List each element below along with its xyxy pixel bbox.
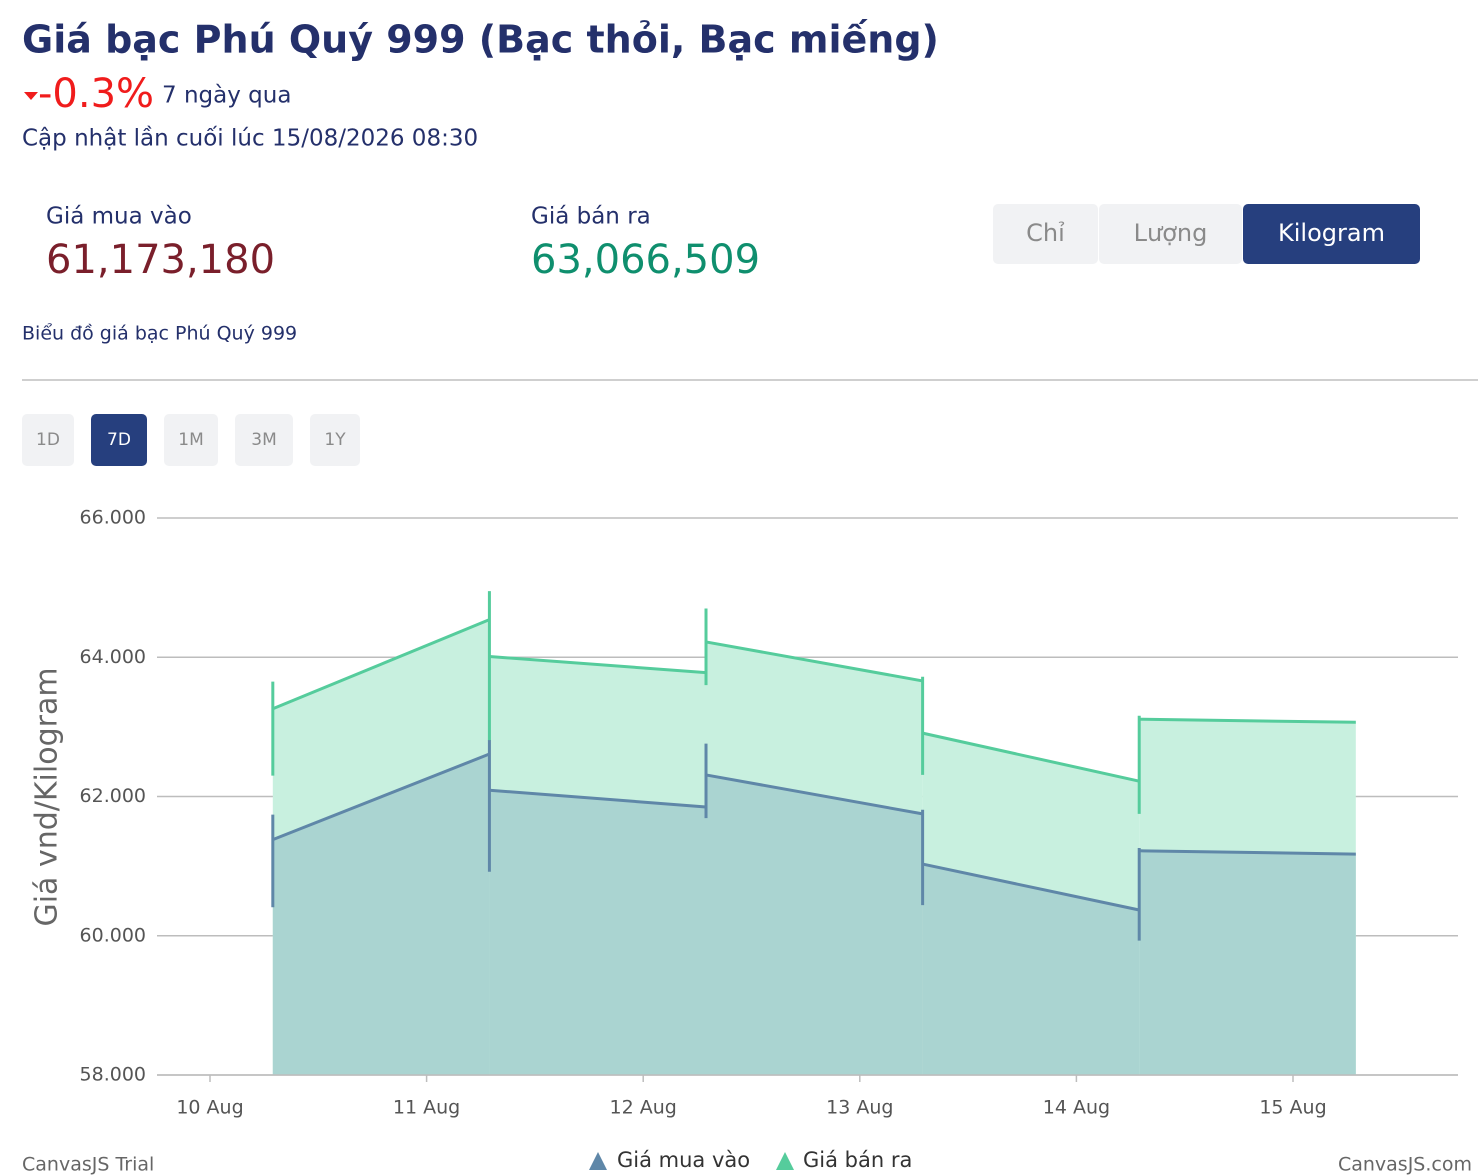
line-segment bbox=[272, 618, 490, 711]
unit-button[interactable] bbox=[1099, 204, 1242, 264]
period: 7 ngày qua bbox=[162, 83, 291, 109]
area-segment bbox=[1139, 850, 1356, 1075]
sell-value: 63,066,509 bbox=[531, 237, 760, 283]
range-button[interactable] bbox=[22, 414, 74, 466]
range-button[interactable] bbox=[91, 414, 147, 466]
watermark: CanvasJS.com bbox=[1338, 1154, 1472, 1176]
line-segment bbox=[489, 655, 707, 675]
range-button-label[interactable]: 1D bbox=[36, 430, 60, 450]
range-button-label[interactable]: 3M bbox=[251, 430, 276, 450]
range-button-label[interactable]: 1M bbox=[178, 430, 203, 450]
area-segment bbox=[272, 754, 490, 1075]
x-tick-label: 10 Aug bbox=[176, 1097, 243, 1119]
chart-caption: Biểu đồ giá bạc Phú Quý 999 bbox=[22, 323, 297, 345]
range-button-label[interactable]: 1Y bbox=[324, 430, 346, 450]
page-title: Giá bạc Phú Quý 999 (Bạc thỏi, Bạc miếng… bbox=[22, 18, 939, 62]
y-tick-label: 66.000 bbox=[80, 507, 146, 529]
line-segment bbox=[705, 640, 923, 683]
buy-value: 61,173,180 bbox=[46, 237, 275, 283]
line-segment bbox=[489, 788, 707, 809]
x-tick-label: 13 Aug bbox=[826, 1097, 893, 1119]
legend-marker[interactable] bbox=[589, 1152, 607, 1170]
y-tick-label: 58.000 bbox=[80, 1064, 146, 1086]
x-tick-label: 14 Aug bbox=[1043, 1097, 1110, 1119]
legend-label[interactable]: Giá mua vào bbox=[617, 1148, 750, 1172]
area-segment bbox=[489, 790, 707, 1075]
x-tick-label: 11 Aug bbox=[393, 1097, 460, 1119]
y-tick-label: 62.000 bbox=[80, 785, 146, 807]
range-button[interactable] bbox=[164, 414, 218, 466]
line-segment bbox=[705, 773, 923, 816]
watermark: CanvasJS Trial bbox=[22, 1154, 154, 1176]
unit-button[interactable] bbox=[1243, 204, 1420, 264]
legend-label[interactable]: Giá bán ra bbox=[803, 1148, 912, 1172]
y-tick-label: 64.000 bbox=[80, 646, 146, 668]
buy-label: Giá mua vào bbox=[46, 204, 192, 230]
down-arrow bbox=[24, 92, 38, 100]
legend-marker[interactable] bbox=[776, 1152, 794, 1170]
area-segment bbox=[706, 774, 923, 1075]
x-tick-label: 12 Aug bbox=[610, 1097, 677, 1119]
line-segment bbox=[1139, 717, 1356, 724]
line-segment bbox=[272, 752, 490, 842]
y-tick-label: 60.000 bbox=[80, 924, 146, 946]
x-tick-label: 15 Aug bbox=[1259, 1097, 1326, 1119]
line-segment bbox=[922, 731, 1140, 783]
change: -0.3% bbox=[38, 71, 154, 117]
range-button[interactable] bbox=[310, 414, 360, 466]
area-segment bbox=[922, 864, 1140, 1075]
updated: Cập nhật lần cuối lúc 15/08/2026 08:30 bbox=[22, 126, 478, 152]
sell-label: Giá bán ra bbox=[531, 204, 651, 230]
line-segment bbox=[922, 862, 1140, 912]
unit-button-label[interactable]: Lượng bbox=[1134, 219, 1208, 247]
y-axis-title: Giá vnd/Kilogram bbox=[30, 667, 65, 926]
range-button-label[interactable]: 7D bbox=[107, 430, 131, 450]
line-segment bbox=[1139, 849, 1356, 856]
unit-button-label[interactable]: Kilogram bbox=[1278, 219, 1385, 247]
unit-button[interactable] bbox=[993, 204, 1098, 264]
unit-button-label[interactable]: Chỉ bbox=[1026, 219, 1065, 247]
range-button[interactable] bbox=[235, 414, 293, 466]
